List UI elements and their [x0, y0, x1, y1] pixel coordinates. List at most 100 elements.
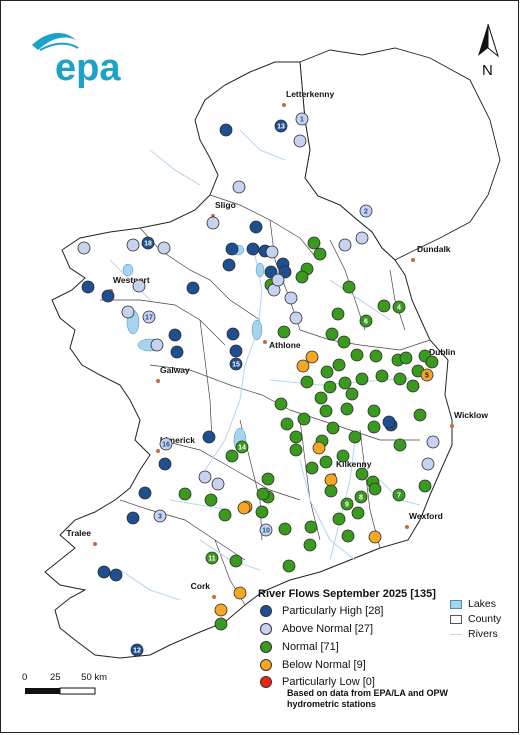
station-dot-high [186, 281, 200, 295]
station-marker [289, 443, 303, 457]
station-dot-above [153, 509, 167, 523]
legend-dot-normal [260, 641, 272, 653]
station-dot-above [426, 435, 440, 449]
epa-logo: epa [32, 33, 121, 89]
station-marker [325, 327, 339, 341]
station-marker [326, 421, 340, 435]
station-marker [319, 404, 333, 418]
station-dot-normal [218, 508, 232, 522]
legend-layer-rivers: Rivers [450, 628, 498, 640]
station-marker [277, 325, 291, 339]
station-dot-normal [369, 349, 383, 363]
station-dot-above [121, 305, 135, 319]
station-dot-normal [314, 391, 328, 405]
station-dot-normal [348, 430, 362, 444]
station-marker [271, 273, 285, 287]
legend-label-normal: Normal [71] [282, 641, 339, 653]
rivers-swatch [450, 633, 462, 635]
station-marker [264, 265, 278, 279]
station-dot-normal [297, 412, 311, 426]
station-marker [348, 430, 362, 444]
legend-dot-below [260, 659, 272, 671]
town-label-westport: Westport [113, 275, 150, 285]
station-marker [340, 402, 354, 416]
station-marker [303, 538, 317, 552]
station-number: 2 [364, 209, 368, 216]
station-marker [350, 348, 364, 362]
station-dot-normal [320, 365, 334, 379]
station-dot-above [132, 279, 146, 293]
station-marker [375, 369, 389, 383]
station-marker [342, 280, 356, 294]
station-dot-high [249, 220, 263, 234]
legend-layer-lakes-label: Lakes [468, 598, 497, 610]
station-dot-normal [393, 372, 407, 386]
station-dot-normal [256, 487, 270, 501]
station-dot-normal [392, 300, 406, 314]
station-dot-high [202, 430, 216, 444]
county-boundaries [100, 194, 431, 606]
town-label-cork: Cork [191, 581, 211, 591]
legend-dot-low [260, 676, 272, 688]
station-marker [338, 238, 352, 252]
station-marker [399, 351, 413, 365]
station-dot-above [142, 310, 156, 324]
station-dot-above [206, 216, 220, 230]
town-dot-cork [212, 595, 216, 599]
station-dot-normal [277, 325, 291, 339]
station-marker [225, 449, 239, 463]
station-marker [300, 375, 314, 389]
station-marker [278, 265, 292, 279]
station-dot-above [295, 112, 309, 126]
station-marker [293, 134, 307, 148]
station-dot-normal [229, 554, 243, 568]
station-marker [121, 305, 135, 319]
station-number: 13 [277, 124, 285, 131]
station-marker [126, 238, 140, 252]
station-marker [337, 335, 351, 349]
station-marker [382, 415, 396, 429]
station-marker [314, 391, 328, 405]
legend-layer-county-label: County [468, 613, 502, 625]
station-number: 15 [232, 362, 240, 369]
station-number: 3 [158, 514, 162, 521]
station-dot-above [289, 311, 303, 325]
station-marker: 7 [392, 488, 406, 502]
station-marker [393, 438, 407, 452]
station-dot-normal [326, 421, 340, 435]
station-marker [237, 501, 251, 515]
legend-label-low: Particularly Low [0] [282, 676, 375, 688]
station-dot-normal [399, 351, 413, 365]
station-dot-normal [425, 355, 439, 369]
scale-label-0: 0 [22, 672, 28, 683]
station-dot-above [159, 437, 173, 451]
station-marker [214, 617, 228, 631]
legend-dot-above [260, 623, 272, 635]
station-dot-below [420, 368, 434, 382]
station-marker: 6 [359, 314, 373, 328]
station-dot-high [138, 486, 152, 500]
station-marker [284, 291, 298, 305]
station-marker [355, 231, 369, 245]
station-marker [157, 241, 171, 255]
station-dot-above [338, 238, 352, 252]
station-marker [97, 565, 111, 579]
county-swatch [450, 614, 462, 624]
station-marker [226, 327, 240, 341]
town-label-letterkenny: Letterkenny [286, 89, 334, 99]
town-label-dundalk: Dundalk [417, 244, 451, 254]
town-label-limerick: Limerick [160, 435, 195, 445]
legend-label-below: Below Normal [9] [282, 659, 366, 671]
station-dot-normal [282, 559, 296, 573]
station-dot-normal [313, 247, 327, 261]
scale-labels: 0 25 50 km [22, 672, 107, 683]
town-dot-wicklow [450, 424, 454, 428]
station-dot-normal [323, 380, 337, 394]
station-dot-normal [235, 440, 249, 454]
station-marker [319, 455, 333, 469]
station-dot-high [101, 289, 115, 303]
station-dot-high [109, 568, 123, 582]
station-dot-high [126, 511, 140, 525]
north-arrow-icon: N [478, 23, 499, 79]
town-label-kilkenny: Kilkenny [336, 459, 372, 469]
